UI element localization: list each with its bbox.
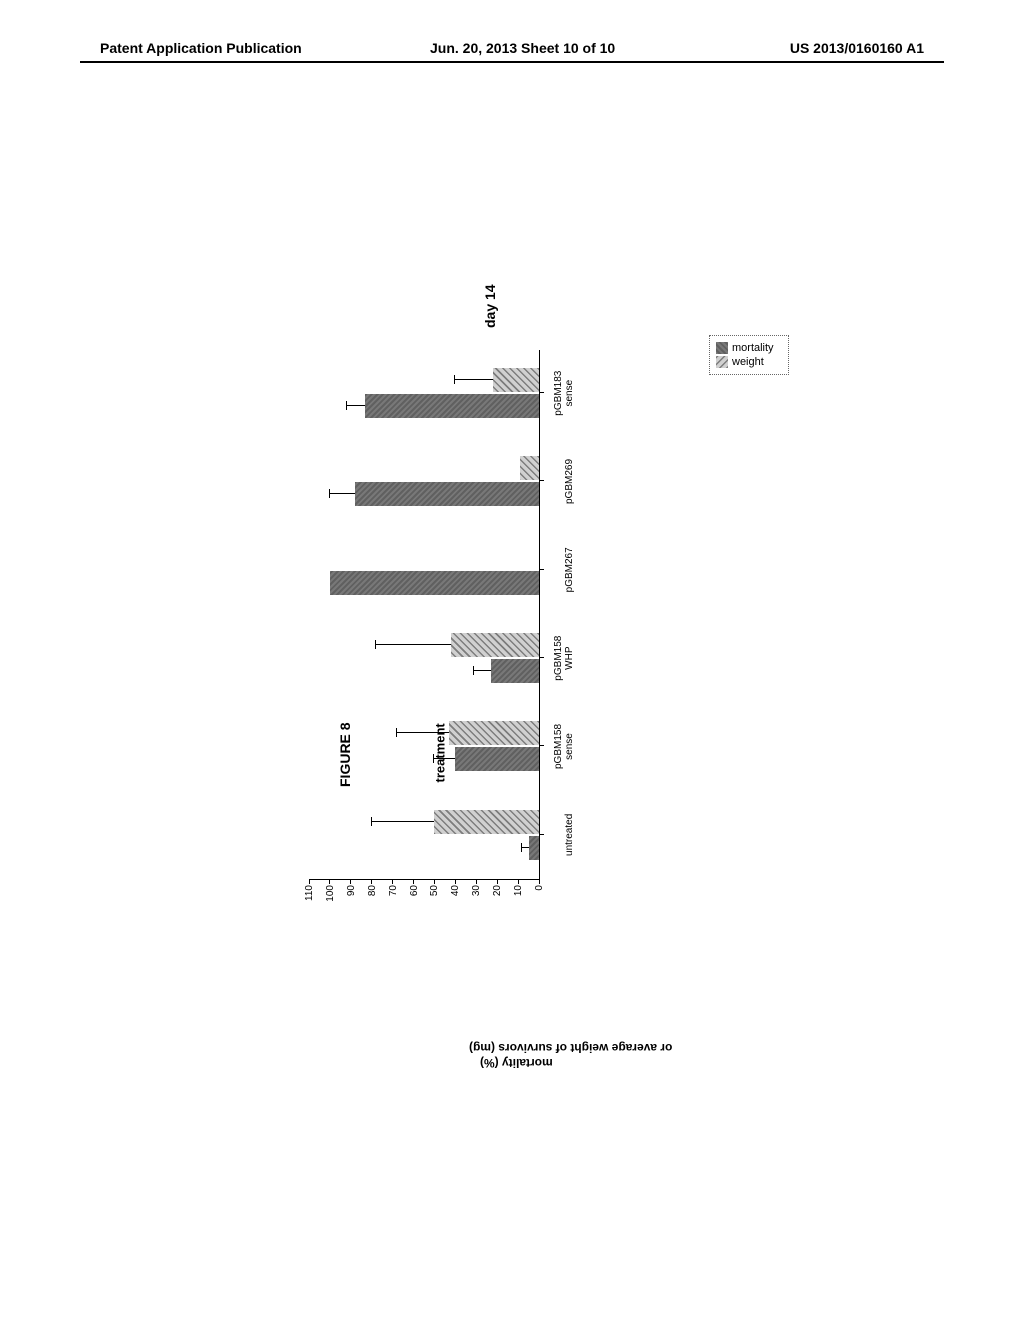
errorbar-weight (372, 821, 435, 822)
value-tick (476, 879, 477, 884)
legend-swatch-mortality (716, 342, 728, 354)
value-tick-label: 70 (388, 885, 399, 907)
errorbar-cap (375, 640, 376, 649)
legend-label-mortality: mortality (732, 342, 774, 354)
value-tick (413, 879, 414, 884)
value-tick-label: 40 (450, 885, 461, 907)
value-tick (371, 879, 372, 884)
y-axis-label-line2: or average weight of survivors (mg) (469, 1041, 672, 1055)
category-label: pGBM158sense (553, 717, 575, 777)
header-patent-number: US 2013/0160160 A1 (790, 40, 924, 56)
value-tick-label: 100 (325, 885, 336, 907)
value-tick-label: 60 (409, 885, 420, 907)
bar-mortality (330, 571, 539, 595)
bar-mortality (491, 659, 539, 683)
bar-mortality (455, 748, 539, 772)
value-tick (434, 879, 435, 884)
errorbar-weight (455, 379, 493, 380)
value-tick-label: 0 (534, 885, 545, 907)
value-tick-label: 90 (346, 885, 357, 907)
errorbar-cap (454, 375, 455, 384)
errorbar-mortality (474, 670, 491, 671)
bar-weight (449, 722, 539, 746)
bar-weight (520, 457, 539, 481)
errorbar-cap (396, 729, 397, 738)
header-date-sheet: Jun. 20, 2013 Sheet 10 of 10 (430, 40, 615, 56)
category-tick (539, 834, 544, 835)
bar-mortality (365, 394, 539, 418)
errorbar-cap (473, 666, 474, 675)
errorbar-weight (376, 644, 451, 645)
value-tick (329, 879, 330, 884)
category-label: pGBM267 (564, 540, 575, 600)
chart: 0 10 20 30 40 50 60 70 80 90 100 110 untreated pGBM15… (200, 300, 600, 950)
chart-inner-rotated: 0102030405060708090100110untreatedpGBM15… (310, 350, 540, 880)
value-tick (539, 879, 540, 884)
errorbar-cap (371, 817, 372, 826)
bar-weight (434, 810, 539, 834)
errorbar-cap (521, 843, 522, 852)
errorbar-mortality (347, 405, 366, 406)
errorbar-mortality (522, 847, 528, 848)
header-publication: Patent Application Publication (100, 40, 302, 56)
category-tick (539, 392, 544, 393)
bar-mortality (529, 836, 539, 860)
errorbar-mortality (330, 494, 355, 495)
errorbar-cap (346, 401, 347, 410)
plot-area: 0102030405060708090100110untreatedpGBM15… (310, 350, 540, 880)
category-label: pGBM269 (564, 452, 575, 512)
value-tick (309, 879, 310, 884)
x-axis-label: treatment (433, 723, 448, 782)
bar-weight (451, 633, 539, 657)
value-tick (455, 879, 456, 884)
value-tick (392, 879, 393, 884)
category-label: pGBM183sense (553, 363, 575, 423)
legend-item-mortality: mortality (716, 342, 782, 354)
value-tick-label: 30 (471, 885, 482, 907)
value-tick-label: 110 (304, 885, 315, 907)
y-axis-label-line1: mortality (%) (480, 1056, 553, 1070)
legend: mortality weight (709, 335, 789, 375)
header-divider (80, 61, 944, 63)
value-tick (350, 879, 351, 884)
bar-weight (493, 368, 539, 392)
value-tick (497, 879, 498, 884)
figure-caption: FIGURE 8 (337, 722, 353, 787)
category-tick (539, 746, 544, 747)
value-tick-label: 10 (513, 885, 524, 907)
value-tick-label: 80 (367, 885, 378, 907)
category-tick (539, 481, 544, 482)
value-tick-label: 50 (429, 885, 440, 907)
legend-swatch-weight (716, 356, 728, 368)
category-tick (539, 657, 544, 658)
bar-mortality (355, 483, 539, 507)
category-label: untreated (564, 805, 575, 865)
value-tick (518, 879, 519, 884)
errorbar-cap (329, 490, 330, 499)
value-tick-label: 20 (492, 885, 503, 907)
category-label: pGBM158WHP (553, 628, 575, 688)
legend-item-weight: weight (716, 356, 782, 368)
category-tick (539, 569, 544, 570)
legend-label-weight: weight (732, 356, 764, 368)
